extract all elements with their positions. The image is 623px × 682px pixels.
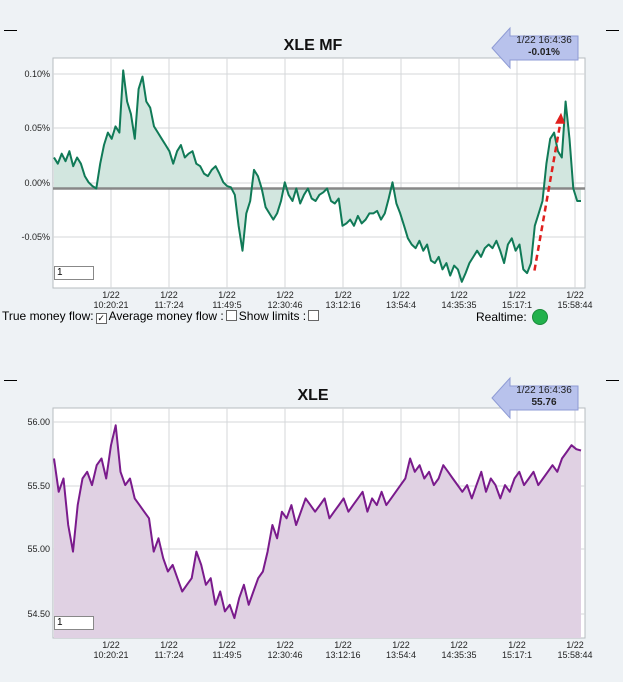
price-area-fill — [54, 425, 581, 638]
mf-xtick-date-4: 1/22 — [334, 290, 352, 300]
price-series-line — [53, 424, 582, 620]
panel-collapse-handle-mf-left[interactable] — [4, 30, 17, 31]
price-xtick-time-2: 11:49:5 — [212, 650, 241, 660]
mf-annotation-arrow-shaft — [533, 118, 563, 271]
price-xtick-date-7: 1/22 — [508, 640, 526, 650]
show-limits-checkbox[interactable] — [308, 310, 320, 321]
mf-xtick-date-8: 1/22 — [566, 290, 584, 300]
price-xtick-time-5: 13:54:4 — [386, 650, 416, 660]
average-money-flow-checkbox[interactable] — [225, 310, 237, 321]
true-money-flow-label: True money flow: — [2, 309, 94, 323]
mf-ytick-label-0: 0.10% — [24, 69, 50, 79]
mf-chart-title: XLE MF — [284, 37, 343, 54]
price-xtick-time-7: 15:17:1 — [502, 650, 532, 660]
mf-xtick-time-7: 15:17:1 — [502, 300, 532, 310]
mf-annotation-arrow-head — [555, 112, 566, 124]
realtime-indicator-icon[interactable] — [531, 309, 548, 325]
price-xtick-date-2: 1/22 — [218, 640, 236, 650]
price-xtick-date-8: 1/22 — [566, 640, 584, 650]
mf-series-line — [53, 69, 581, 283]
mf-xtick-time-0: 10:20:21 — [93, 300, 128, 310]
mf-xtick-time-4: 13:12:16 — [325, 300, 360, 310]
mf-xtick-date-7: 1/22 — [508, 290, 526, 300]
price-tooltip-flag — [491, 376, 579, 420]
mf-tooltip-flag — [491, 26, 579, 70]
average-money-flow-label: Average money flow : — [108, 309, 224, 323]
realtime-status: Realtime: — [476, 309, 548, 325]
panel-collapse-handle-price-right[interactable] — [606, 380, 619, 381]
price-xtick-time-4: 13:12:16 — [325, 650, 360, 660]
price-xtick-time-3: 12:30:46 — [267, 650, 302, 660]
show-limits-label: Show limits : — [238, 309, 307, 323]
price-chart-title: XLE — [297, 387, 328, 404]
price-xtick-date-1: 1/22 — [160, 640, 178, 650]
mf-ytick-label-3: -0.05% — [21, 232, 50, 242]
mf-area-fill — [54, 70, 581, 282]
true-money-flow-checkbox[interactable]: ✓ — [95, 313, 107, 324]
panel-collapse-handle-mf-right[interactable] — [606, 30, 619, 31]
price-xtick-time-1: 11:7:24 — [154, 650, 183, 660]
price-tooltip-value: 55.76 — [531, 397, 556, 408]
price-ytick-label-3: 54.50 — [27, 609, 50, 619]
price-ytick-label-1: 55.50 — [27, 481, 50, 491]
price-xtick-date-4: 1/22 — [334, 640, 352, 650]
price-xtick-time-0: 10:20:21 — [93, 650, 128, 660]
mf-tooltip-time: 1/22 16:4:36 — [516, 35, 572, 46]
mf-xtick-date-1: 1/22 — [160, 290, 178, 300]
price-tooltip-time: 1/22 16:4:36 — [516, 385, 572, 396]
price-xtick-date-0: 1/22 — [102, 640, 120, 650]
price-xtick-time-6: 14:35:35 — [441, 650, 476, 660]
mf-xtick-time-8: 15:58:44 — [557, 300, 592, 310]
zoom-input-mf[interactable]: 1 — [54, 266, 94, 280]
mf-ytick-label-1: 0.05% — [24, 123, 50, 133]
money-flow-options: True money flow: ✓ Average money flow : Sho… — [2, 309, 321, 324]
mf-xtick-date-5: 1/22 — [392, 290, 410, 300]
price-ytick-label-2: 55.00 — [27, 544, 50, 554]
mf-xtick-date-3: 1/22 — [276, 290, 294, 300]
mf-xtick-time-5: 13:54:4 — [386, 300, 416, 310]
price-xtick-date-6: 1/22 — [450, 640, 468, 650]
mf-xtick-time-2: 11:49:5 — [212, 300, 241, 310]
zoom-input-price[interactable]: 1 — [54, 616, 94, 630]
panel-collapse-handle-price-left[interactable] — [4, 380, 17, 381]
mf-xtick-date-2: 1/22 — [218, 290, 236, 300]
mf-ytick-label-2: 0.00% — [24, 178, 50, 188]
mf-tooltip-value: -0.01% — [528, 47, 560, 58]
mf-xtick-time-6: 14:35:35 — [441, 300, 476, 310]
price-xtick-date-3: 1/22 — [276, 640, 294, 650]
mf-xtick-time-1: 11:7:24 — [154, 300, 183, 310]
mf-xtick-date-0: 1/22 — [102, 290, 120, 300]
realtime-label: Realtime: — [476, 310, 527, 324]
mf-xtick-time-3: 12:30:46 — [267, 300, 302, 310]
mf-xtick-date-6: 1/22 — [450, 290, 468, 300]
price-ytick-label-0: 56.00 — [27, 417, 50, 427]
price-xtick-date-5: 1/22 — [392, 640, 410, 650]
price-xtick-time-8: 15:58:44 — [557, 650, 592, 660]
